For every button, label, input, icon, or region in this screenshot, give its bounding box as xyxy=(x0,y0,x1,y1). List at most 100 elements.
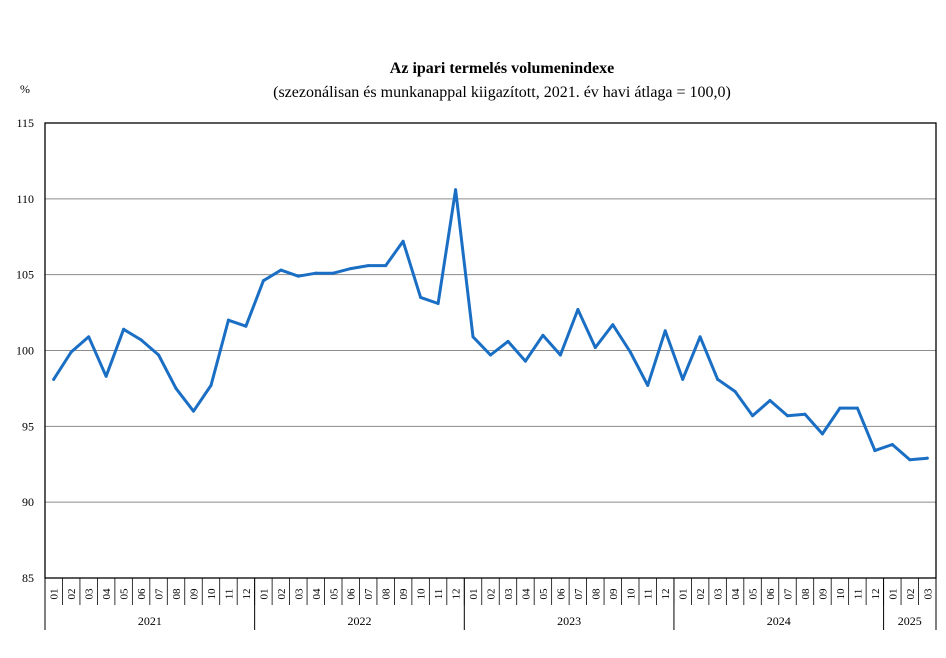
x-year-label: 2024 xyxy=(767,614,791,628)
x-tick-label-month: 09 xyxy=(398,588,410,600)
data-point xyxy=(523,359,527,363)
data-point xyxy=(174,386,178,390)
x-tick-label-month: 04 xyxy=(311,588,323,600)
data-point xyxy=(209,383,213,387)
plot-area-frame xyxy=(44,122,937,579)
x-tick-label-month: 07 xyxy=(363,588,375,600)
data-point xyxy=(890,443,894,447)
data-point xyxy=(716,377,720,381)
x-tick-label-month: 10 xyxy=(625,588,637,600)
data-point xyxy=(401,239,405,243)
data-point xyxy=(244,324,248,328)
chart-title: Az ipari termelés volumenindexe xyxy=(390,60,614,77)
data-point xyxy=(558,353,562,357)
x-tick-label-month: 11 xyxy=(643,589,655,600)
x-tick-label-month: 06 xyxy=(765,588,777,600)
data-point xyxy=(296,274,300,278)
data-point xyxy=(698,335,702,339)
x-year-label: 2023 xyxy=(557,614,581,628)
x-tick-label-month: 10 xyxy=(416,588,428,600)
y-tick-label: 105 xyxy=(16,268,34,282)
data-point xyxy=(786,414,789,418)
data-point xyxy=(69,350,73,354)
data-point xyxy=(855,406,859,410)
x-tick-label-month: 04 xyxy=(730,588,742,600)
data-point xyxy=(506,339,510,343)
x-tick-label-month: 07 xyxy=(573,588,585,600)
data-point xyxy=(139,338,143,342)
x-tick-label-month: 02 xyxy=(905,589,917,600)
x-tick-label-month: 04 xyxy=(101,588,113,600)
data-point xyxy=(122,327,126,331)
x-tick-label-month: 08 xyxy=(590,588,602,600)
data-point xyxy=(279,268,283,272)
x-tick-label-month: 10 xyxy=(835,588,847,600)
data-point xyxy=(873,449,877,453)
y-tick-label: 110 xyxy=(16,192,34,206)
x-tick-label-month: 01 xyxy=(49,589,61,600)
x-tick-label-month: 03 xyxy=(293,588,305,600)
x-tick-label-month: 12 xyxy=(451,589,463,600)
data-point xyxy=(384,264,388,268)
gridlines xyxy=(45,198,936,503)
x-tick-label-month: 08 xyxy=(800,588,812,600)
data-point xyxy=(471,335,475,339)
chart-subtitle: (szezonálisan és munkanappal kiigazított… xyxy=(273,84,731,101)
data-point xyxy=(541,333,545,337)
data-point xyxy=(454,188,458,192)
data-point xyxy=(261,279,265,283)
x-tick-label-month: 06 xyxy=(346,588,358,600)
x-tick-label-month: 02 xyxy=(276,589,288,600)
data-point xyxy=(646,383,650,387)
x-tick-label-month: 05 xyxy=(538,588,550,600)
x-tick-label-month: 03 xyxy=(84,588,96,600)
x-tick-label-month: 03 xyxy=(503,588,515,600)
x-tick-label-month: 01 xyxy=(678,589,690,600)
x-tick-label-month: 11 xyxy=(433,589,445,600)
x-axis-categories: 01 02 03 04 05 06 07 08 09 10 11 12 01 02 03 04 05 06 07 08… xyxy=(44,578,937,630)
series-points xyxy=(52,188,929,462)
data-point xyxy=(663,329,667,333)
data-point xyxy=(349,267,353,271)
x-tick-label-month: 02 xyxy=(486,589,498,600)
x-tick-label-month: 10 xyxy=(206,588,218,600)
x-tick-label-month: 12 xyxy=(870,589,882,600)
data-point xyxy=(611,323,615,327)
x-year-label: 2022 xyxy=(347,614,371,628)
y-tick-label: 90 xyxy=(22,495,34,509)
x-year-label: 2021 xyxy=(138,614,162,628)
x-tick-label-month: 08 xyxy=(171,588,183,600)
x-tick-label-month: 09 xyxy=(189,588,201,600)
y-axis-unit-label: % xyxy=(20,82,30,96)
y-tick-label: 85 xyxy=(22,571,34,585)
y-tick-label: 95 xyxy=(22,419,34,433)
data-point xyxy=(436,301,440,305)
x-tick-label-month: 11 xyxy=(223,589,235,600)
x-tick-label-month: 07 xyxy=(154,588,166,600)
data-point xyxy=(157,353,161,357)
x-tick-label-month: 09 xyxy=(608,588,620,600)
x-tick-label-month: 02 xyxy=(695,589,707,600)
y-tick-label: 100 xyxy=(16,344,34,358)
data-point xyxy=(87,335,91,339)
data-point xyxy=(628,350,632,354)
x-tick-label-month: 05 xyxy=(328,588,340,600)
data-point xyxy=(925,456,929,460)
x-tick-label-month: 03 xyxy=(713,588,725,600)
data-point xyxy=(820,432,824,436)
data-point xyxy=(331,271,335,275)
data-point xyxy=(751,414,755,418)
data-point xyxy=(681,377,685,381)
data-point xyxy=(593,345,597,349)
x-tick-label-month: 12 xyxy=(660,589,672,600)
data-point xyxy=(768,399,772,403)
x-tick-label-month: 01 xyxy=(258,589,270,600)
data-point xyxy=(803,412,807,416)
data-point xyxy=(838,406,842,410)
x-tick-label-month: 06 xyxy=(136,588,148,600)
x-year-label: 2025 xyxy=(898,614,922,628)
data-point xyxy=(908,458,912,462)
x-tick-label-month: 05 xyxy=(119,588,131,600)
x-tick-label-month: 12 xyxy=(241,589,253,600)
